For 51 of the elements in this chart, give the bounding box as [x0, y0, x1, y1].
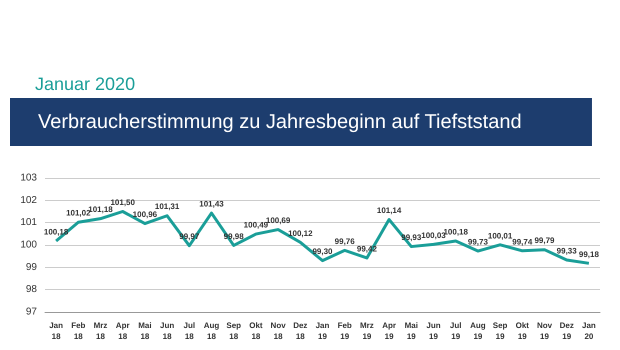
- x-tick-label: Aug 19: [470, 321, 486, 341]
- data-label: 99,79: [534, 236, 556, 246]
- data-label: 101,43: [199, 200, 224, 209]
- data-label: 100,03: [421, 230, 446, 240]
- y-tick-label: 98: [26, 284, 38, 296]
- data-label: 99,33: [556, 246, 578, 256]
- data-label: 99,18: [578, 250, 600, 259]
- data-label: 99,76: [334, 236, 356, 246]
- y-tick-label: 102: [20, 194, 38, 206]
- x-tick-label: Apr 19: [382, 321, 396, 341]
- data-label: 99,30: [312, 247, 334, 256]
- x-tick-label: Sep 18: [226, 321, 242, 341]
- data-label: 100,01: [488, 231, 513, 240]
- x-tick-label: Jan 19: [316, 321, 330, 341]
- chart-title: Verbraucherstimmung zu Jahresbeginn auf Tiefststand: [38, 111, 522, 133]
- x-tick-label: Jan 18: [49, 321, 64, 341]
- y-tick-label: 99: [26, 262, 38, 273]
- y-tick-label: 103: [20, 172, 38, 184]
- x-tick-label: Apr 18: [116, 321, 130, 341]
- x-tick-label: Jun 18: [160, 321, 174, 341]
- y-tick-label: 97: [26, 306, 38, 318]
- y-tick-label: 101: [20, 217, 38, 228]
- data-label: 101,50: [110, 198, 136, 207]
- x-tick-label: Jun 19: [426, 321, 441, 341]
- data-label: 99,74: [512, 237, 533, 246]
- data-label: 101,18: [88, 205, 114, 214]
- x-tick-label: Aug 18: [204, 321, 220, 341]
- x-tick-label: Nov 19: [536, 321, 553, 341]
- x-tick-label: Feb 18: [71, 321, 86, 341]
- data-label: 100,49: [244, 220, 269, 230]
- data-label: 101,31: [154, 202, 180, 212]
- chart-subtitle: Januar 2020: [35, 74, 136, 94]
- x-tick-label: Jul 19: [450, 321, 462, 341]
- data-label: 99,73: [468, 238, 488, 247]
- x-tick-label: Mrz 18: [94, 321, 108, 341]
- x-tick-label: Mai 18: [138, 321, 152, 341]
- x-tick-label: Feb 19: [338, 321, 352, 341]
- x-tick-label: Nov 18: [270, 321, 286, 341]
- x-tick-label: Jan 20: [582, 321, 596, 341]
- x-tick-label: Dez 18: [293, 321, 308, 341]
- x-tick-label: Mai 19: [404, 321, 418, 341]
- data-label: 100,12: [288, 228, 314, 238]
- x-tick-label: Mrz 19: [360, 321, 374, 341]
- data-label: 100,96: [132, 210, 158, 220]
- x-tick-label: Jul 18: [184, 321, 196, 341]
- x-tick-label: Dez 19: [560, 321, 574, 341]
- data-label: 101,14: [376, 206, 402, 216]
- x-tick-label: Okt 18: [249, 321, 263, 341]
- x-tick-label: Sep 19: [492, 321, 508, 341]
- y-tick-label: 100: [20, 240, 38, 250]
- x-tick-label: Okt 19: [516, 321, 530, 341]
